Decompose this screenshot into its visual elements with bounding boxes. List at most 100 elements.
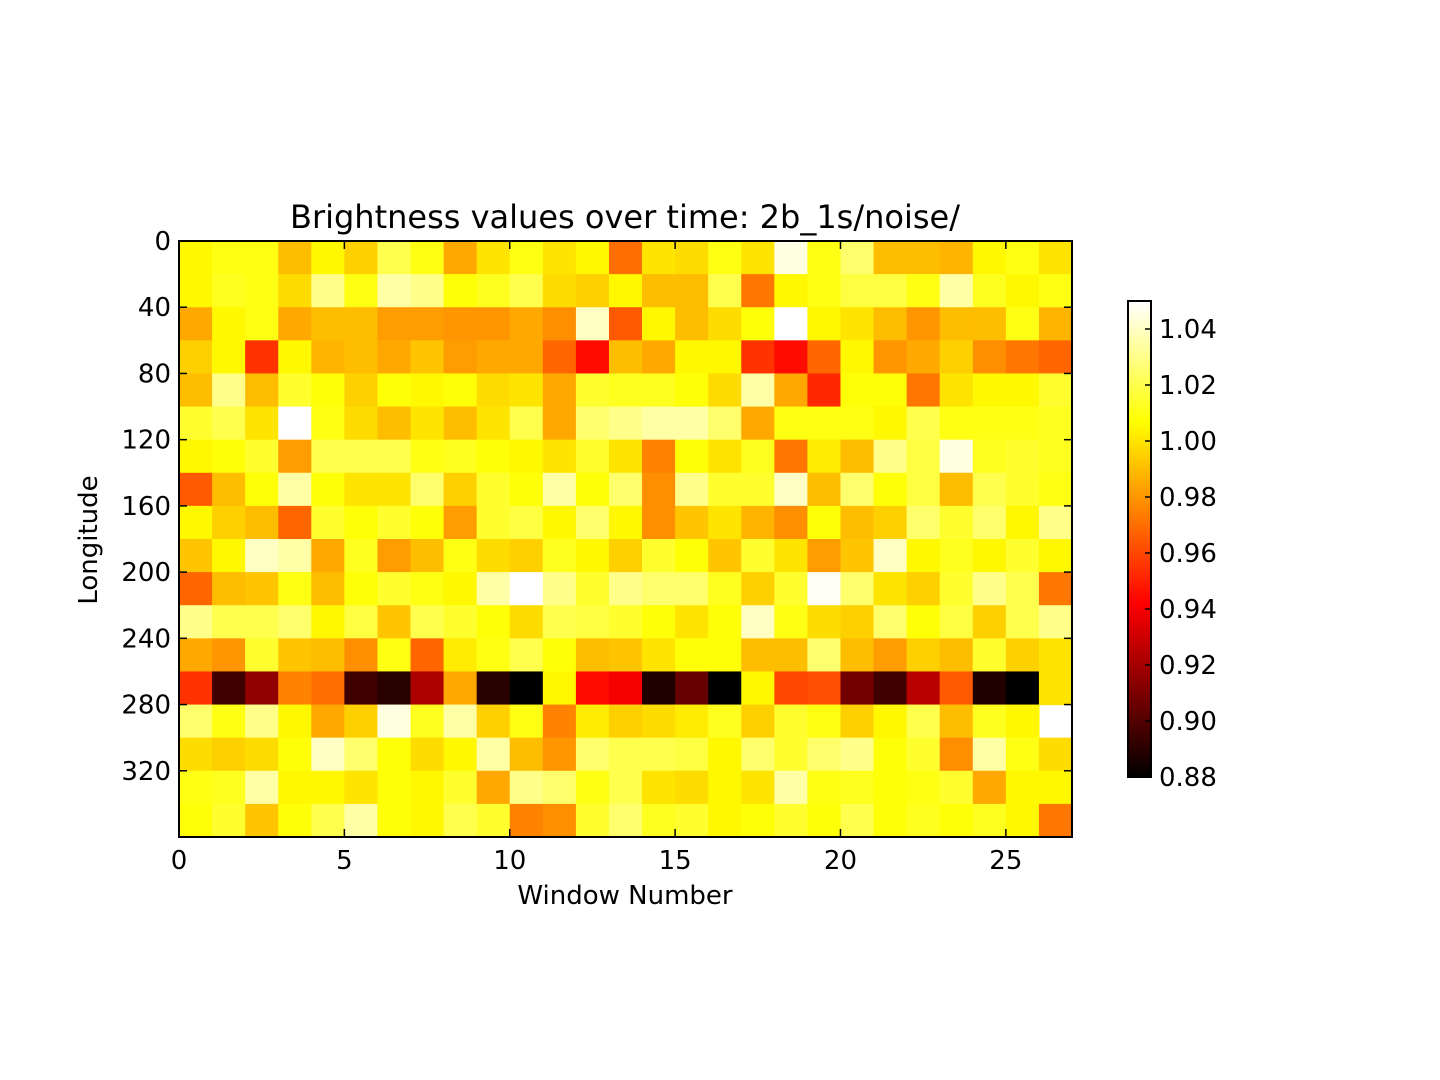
heatmap-cell [608,605,643,639]
heatmap-cell [972,638,1007,673]
heatmap-cell [906,439,941,474]
heatmap-cell [410,638,445,673]
heatmap-cell [278,505,312,540]
heatmap-cell [1005,439,1040,474]
heatmap-cell [642,340,676,375]
heatmap-cell [542,638,577,673]
heatmap-cell [840,704,875,739]
heatmap-cell [179,704,213,739]
heatmap-cell [344,638,379,673]
heatmap-cell [807,472,842,507]
heatmap-cell [278,671,312,706]
heatmap-cell [212,241,246,275]
y-tick-label: 240 [121,624,171,654]
heatmap-cell [212,803,246,838]
heatmap-cell [708,472,742,507]
heatmap-cell [410,704,445,739]
heatmap-cell [278,704,312,739]
heatmap-cell [1038,638,1073,673]
heatmap-cell [575,406,610,441]
heatmap-cell [708,803,742,838]
heatmap-cell [245,439,279,474]
heatmap-cell [741,737,775,772]
heatmap-cell [972,472,1007,507]
heatmap-cell [708,505,742,540]
heatmap-cell [509,704,544,739]
heatmap-cell [906,704,941,739]
heatmap-cell [1005,572,1040,606]
heatmap-cell [774,406,809,441]
heatmap-cell [212,770,246,805]
heatmap-cell [377,472,412,507]
heatmap-cell [741,770,775,805]
heatmap-cell [179,737,213,772]
heatmap-cell [575,439,610,474]
heatmap-cell [708,770,742,805]
heatmap-cell [1005,373,1040,408]
heatmap-cell [542,241,577,275]
heatmap-cell [741,439,775,474]
heatmap-cells [179,241,1073,838]
heatmap-cell [807,803,842,838]
heatmap-cell [972,539,1007,573]
heatmap-cell [642,505,676,540]
heatmap-cell [873,406,908,441]
heatmap-cell [476,406,511,441]
heatmap-cell [939,737,974,772]
heatmap-cell [344,241,379,275]
heatmap-cell [377,539,412,573]
heatmap-cell [377,439,412,474]
heatmap-cell [1038,539,1073,573]
heatmap-cell [608,241,643,275]
heatmap-cell [542,770,577,805]
heatmap-cell [410,803,445,838]
heatmap-cell [608,770,643,805]
heatmap-cell [344,605,379,639]
heatmap-cell [410,340,445,375]
heatmap-cell [278,307,312,341]
heatmap-cell [774,539,809,573]
heatmap-cell [708,539,742,573]
heatmap-cell [873,803,908,838]
heatmap-cell [509,671,544,706]
heatmap-cell [642,605,676,639]
heatmap-cell [509,605,544,639]
heatmap-cell [443,307,478,341]
heatmap-cell [675,340,709,375]
heatmap-cell [1005,274,1040,308]
heatmap-cell [542,803,577,838]
heatmap-cell [377,671,412,706]
heatmap-cell [675,406,709,441]
heatmap-cell [212,439,246,474]
heatmap-cell [1038,605,1073,639]
x-axis-label: Window Number [517,881,733,911]
heatmap-cell [608,737,643,772]
heatmap-cell [245,307,279,341]
heatmap-cell [476,539,511,573]
heatmap-cell [278,274,312,308]
heatmap-cell [1005,307,1040,341]
heatmap-cell [774,307,809,341]
heatmap-cell [840,505,875,540]
heatmap-cell [575,505,610,540]
heatmap-cell [1038,472,1073,507]
heatmap-cell [1038,406,1073,441]
heatmap-cell [608,638,643,673]
heatmap-cell [675,439,709,474]
heatmap-cell [179,307,213,341]
heatmap-cell [1005,539,1040,573]
colorbar-tick-label: 1.04 [1159,315,1217,345]
heatmap-cell [774,737,809,772]
heatmap-cell [741,472,775,507]
colorbar-gradient [1127,300,1152,778]
heatmap-cell [1005,505,1040,540]
heatmap-cell [873,340,908,375]
heatmap-cell [443,572,478,606]
heatmap-cell [675,539,709,573]
heatmap-cell [642,274,676,308]
heatmap-cell [906,737,941,772]
y-tick-label: 120 [121,426,171,456]
heatmap-cell [179,671,213,706]
heatmap-cell [939,770,974,805]
heatmap-cell [708,638,742,673]
